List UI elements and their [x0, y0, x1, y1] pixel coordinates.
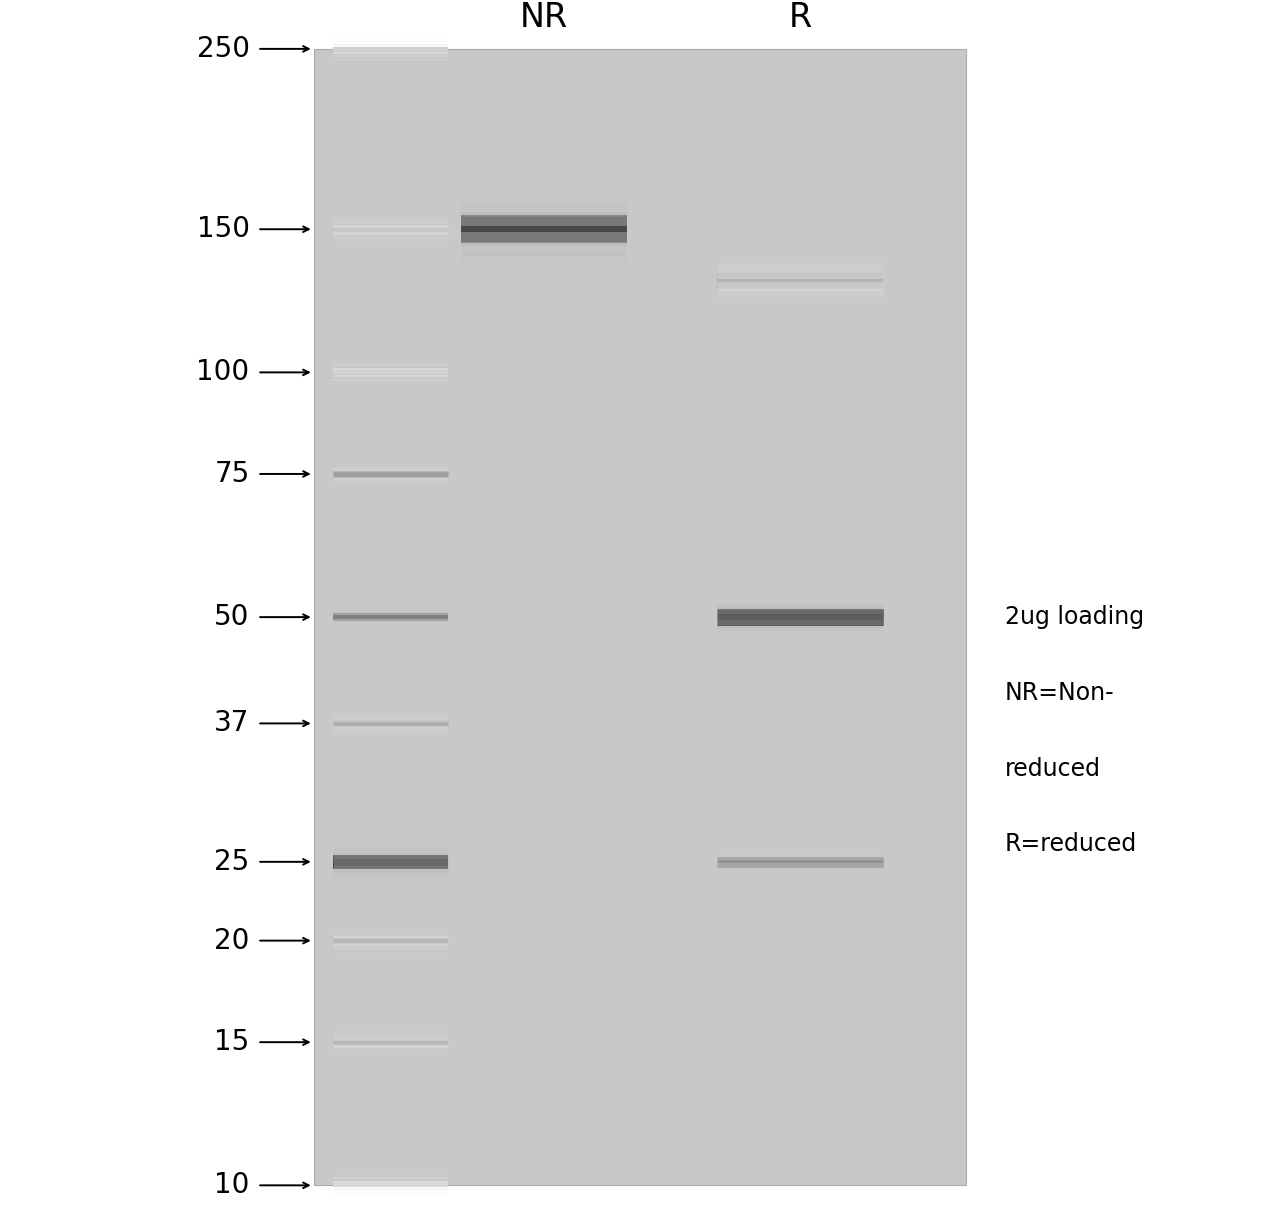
- Text: NR=Non-: NR=Non-: [1005, 681, 1115, 705]
- Text: 75: 75: [214, 459, 250, 488]
- Text: 20: 20: [214, 926, 250, 954]
- Text: 100: 100: [196, 358, 250, 386]
- Text: NR: NR: [520, 1, 568, 34]
- Bar: [314, 49, 966, 1185]
- Text: 150: 150: [197, 215, 250, 243]
- Text: 250: 250: [197, 35, 250, 62]
- Text: 15: 15: [214, 1028, 250, 1056]
- Text: reduced: reduced: [1005, 756, 1101, 781]
- Text: 2ug loading: 2ug loading: [1005, 605, 1144, 629]
- Text: 10: 10: [214, 1172, 250, 1199]
- Text: R: R: [788, 1, 812, 34]
- Text: R=reduced: R=reduced: [1005, 832, 1137, 857]
- Text: 50: 50: [214, 604, 250, 631]
- Text: 25: 25: [214, 848, 250, 876]
- Text: 37: 37: [214, 710, 250, 737]
